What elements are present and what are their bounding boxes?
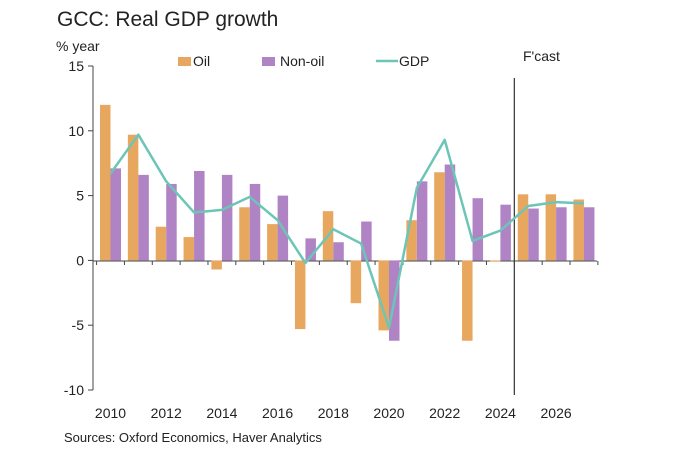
y-tick-label: 0 xyxy=(76,252,84,268)
bar-non-oil-2019 xyxy=(361,221,372,261)
legend: Oil Non-oil GDP xyxy=(178,53,429,69)
bar-non-oil-2014 xyxy=(221,174,233,261)
bar-oil-2014 xyxy=(211,260,222,270)
y-tick-label: -5 xyxy=(72,317,85,333)
bar-oil-2023 xyxy=(462,260,473,341)
legend-label-non-oil: Non-oil xyxy=(280,53,324,69)
bar-oil-2026 xyxy=(545,194,557,261)
bar-oil-2021 xyxy=(406,220,417,261)
bar-non-oil-2017 xyxy=(305,238,316,261)
y-tick-label: -10 xyxy=(64,382,84,398)
x-tick-label: 2012 xyxy=(151,405,182,421)
bar-oil-2022 xyxy=(434,172,445,261)
legend-label-gdp: GDP xyxy=(399,53,429,69)
y-axis-label: % year xyxy=(56,38,100,54)
bar-non-oil-2026 xyxy=(556,207,567,261)
bar-non-oil-2027 xyxy=(583,207,595,261)
bar-oil-2025 xyxy=(517,194,529,261)
bar-non-oil-2015 xyxy=(249,183,261,261)
x-ticks: 2010 2012 2014 2016 2018 2020 2022 2024 2026 xyxy=(95,261,599,421)
bar-non-oil-2018 xyxy=(333,242,344,261)
line-gdp xyxy=(109,133,585,330)
bar-non-oil-2013 xyxy=(194,170,205,261)
legend-swatch-oil xyxy=(178,57,191,66)
x-tick-label: 2014 xyxy=(206,405,237,421)
bar-non-oil-2012 xyxy=(166,183,177,261)
bar-non-oil-2023 xyxy=(472,198,484,261)
bar-oil-2017 xyxy=(294,260,306,330)
x-tick-label: 2010 xyxy=(95,405,126,421)
bar-oil-2020 xyxy=(378,260,389,331)
x-tick-label: 2018 xyxy=(318,405,349,421)
bar-non-oil-2025 xyxy=(528,208,539,261)
bar-oil-2019 xyxy=(350,260,362,304)
bar-non-oil-2024 xyxy=(500,204,511,261)
bar-oil-2016 xyxy=(267,224,278,261)
source-note: Sources: Oxford Economics, Haver Analyti… xyxy=(64,430,322,445)
bar-non-oil-2011 xyxy=(138,174,149,261)
bar-oil-2010 xyxy=(100,104,111,261)
legend-label-oil: Oil xyxy=(193,53,210,69)
bar-non-oil-2022 xyxy=(444,164,456,261)
gdp-line-group xyxy=(109,133,585,330)
bar-oil-2027 xyxy=(573,199,584,261)
x-tick-label: 2020 xyxy=(373,405,404,421)
x-tick-label: 2022 xyxy=(429,405,460,421)
y-tick-label: 15 xyxy=(68,58,84,74)
bar-oil-2013 xyxy=(183,237,195,261)
y-tick-label: 10 xyxy=(68,123,84,139)
bar-oil-2024 xyxy=(489,260,501,262)
x-tick-label: 2024 xyxy=(485,405,516,421)
bar-non-oil-2010 xyxy=(110,168,121,261)
bar-oil-2015 xyxy=(239,207,250,261)
bar-non-oil-2021 xyxy=(416,181,428,261)
legend-swatch-non-oil xyxy=(262,57,275,66)
y-tick-label: 5 xyxy=(76,188,84,204)
x-tick-label: 2026 xyxy=(541,405,572,421)
chart-title: GCC: Real GDP growth xyxy=(57,8,279,31)
forecast-annotation: F'cast xyxy=(523,48,560,64)
y-ticks: 15 10 5 0 -5 -10 xyxy=(64,58,93,398)
x-tick-label: 2016 xyxy=(262,405,293,421)
bars xyxy=(100,104,595,341)
bar-oil-2012 xyxy=(155,226,167,261)
bar-oil-2011 xyxy=(127,134,139,261)
